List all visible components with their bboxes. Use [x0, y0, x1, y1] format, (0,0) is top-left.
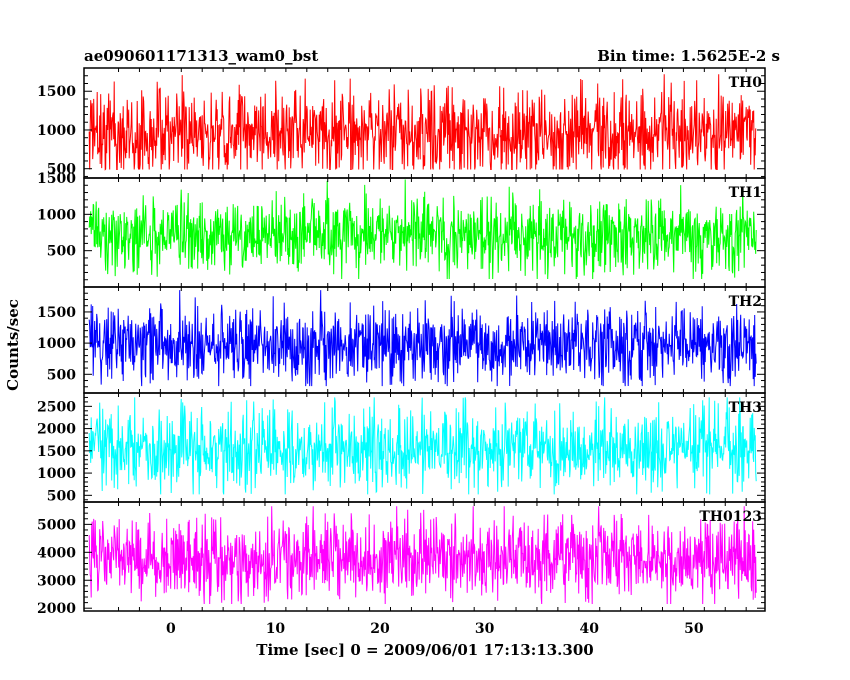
panel-frame	[83, 501, 766, 612]
y-tick-label: 2000	[37, 601, 76, 617]
y-tick-label: 1000	[37, 466, 76, 482]
x-tick-label: 50	[684, 621, 704, 637]
y-tick-label: 4000	[37, 545, 76, 561]
y-tick-label: 1500	[37, 444, 76, 460]
panel-th2: 500 1000 1500 TH2	[37, 286, 766, 394]
x-axis-label: Time [sec] 0 = 2009/06/01 17:13:13.300	[256, 641, 593, 659]
x-tick-label: 0	[166, 621, 176, 637]
y-tick-label: 1500	[37, 171, 76, 187]
series-th3-line	[88, 397, 757, 495]
series-th0-line	[88, 74, 757, 171]
panel-label: TH2	[729, 294, 762, 310]
panel-label: TH0123	[699, 509, 762, 525]
x-tick-label: 10	[266, 621, 286, 637]
x-tick-label: 40	[580, 621, 600, 637]
series-th0123-line	[88, 506, 757, 605]
panel-th3: 500 1000 1500 2000 2500 TH3	[37, 392, 766, 504]
y-tick-label: 1000	[37, 207, 76, 223]
series-th2-line	[88, 290, 757, 387]
panel-th0123: 2000 3000 4000 5000 TH0123	[37, 501, 766, 617]
y-tick-label: 1500	[37, 84, 76, 100]
y-tick-label: 2500	[37, 399, 76, 415]
y-tick-label: 500	[47, 367, 76, 383]
y-tick-label: 1000	[37, 336, 76, 352]
chart-title: ae090601171313_wam0_bst	[84, 47, 318, 65]
y-tick-label: 500	[47, 244, 76, 260]
y-tick-label: 500	[47, 488, 76, 504]
y-tick-label: 2000	[37, 422, 76, 438]
panel-label: TH1	[729, 185, 762, 201]
y-tick-label: 1000	[37, 123, 76, 139]
panels: 500 1000 1500 TH0 500 1000 1500 TH1 500 1000 1500 T…	[37, 67, 766, 617]
panel-th1: 500 1000 1500 TH1	[37, 171, 766, 288]
bin-time-label: Bin time: 1.5625E-2 s	[597, 47, 780, 65]
series-th1-line	[88, 179, 757, 280]
x-tick-label: 20	[370, 621, 390, 637]
x-axis-ticks: 0 10 20 30 40 50	[166, 621, 704, 637]
panel-label: TH0	[729, 75, 763, 91]
panel-th0: 500 1000 1500 TH0	[37, 67, 766, 179]
y-tick-label: 500	[47, 162, 76, 178]
x-tick-label: 30	[475, 621, 495, 637]
y-tick-label: 1500	[37, 305, 76, 321]
y-tick-label: 5000	[37, 517, 76, 533]
y-tick-label: 3000	[37, 573, 76, 589]
y-axis-label: Counts/sec	[4, 299, 22, 391]
panel-label: TH3	[729, 400, 762, 416]
